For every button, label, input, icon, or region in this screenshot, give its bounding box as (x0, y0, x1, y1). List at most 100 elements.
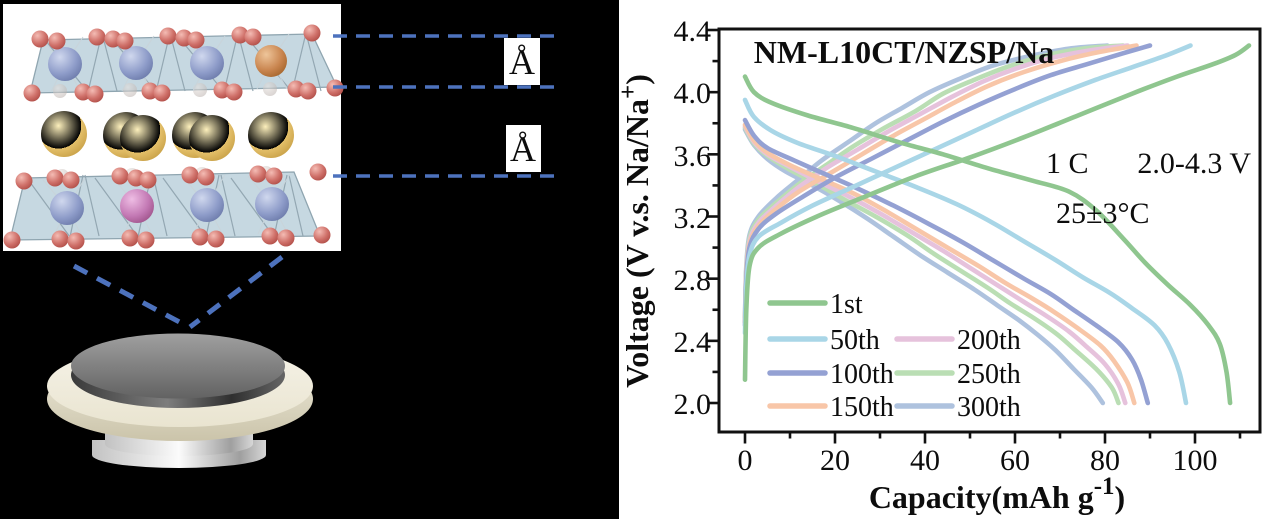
chart-legend: 1st 50th 100th 150th 200th 250th (767, 289, 1021, 423)
legend-item-100th: 100th (767, 359, 894, 390)
oxygen-atom (299, 82, 317, 100)
annotation-rate-right: 2.0-4.3 V (1137, 147, 1251, 180)
oxygen-atom (111, 167, 129, 185)
oxygen-atom (116, 32, 134, 50)
oxygen-atom (265, 167, 283, 185)
sodium-atom (248, 112, 294, 158)
oxygen-atom (86, 85, 104, 103)
x-tick-20: 20 (820, 444, 850, 477)
oxygen-atom (23, 84, 41, 102)
250th-discharge-curve (742, 125, 1121, 406)
legend-label-100th: 100th (830, 359, 894, 390)
crystal-structure (3, 24, 344, 250)
oxygen-atom (137, 231, 155, 249)
y-tick-4.0: 4.0 (674, 77, 712, 110)
callout-line-right (188, 255, 284, 329)
50th-discharge-curve (742, 97, 1189, 406)
oxygen-atom (231, 26, 249, 44)
interlayer-dashed-lines (333, 34, 557, 178)
oxygen-atom (181, 166, 199, 184)
chart-axes (707, 28, 1242, 444)
oxygen-atom (207, 230, 225, 248)
oxygen-atom-back (263, 82, 277, 96)
tm-atom (190, 46, 224, 80)
oxygen-atom (31, 30, 49, 48)
chart-annotations: 1 C 2.0-4.3 V 25±3°C (1046, 147, 1251, 230)
oxygen-atom (62, 171, 80, 189)
oxygen-atom (244, 28, 262, 46)
oxygen-atom (249, 165, 267, 183)
sodium-atom (189, 115, 235, 161)
legend-item-200th: 200th (894, 325, 1021, 356)
tm-atom (255, 187, 289, 221)
oxygen-atom (48, 32, 66, 50)
tm-atom (48, 47, 82, 81)
chart-panel: NM-L10CT/NZSP/Na 1 C 2.0-4.3 V 25±3°C 4.… (619, 0, 1266, 519)
angstrom-label-top: Å (504, 38, 540, 85)
oxygen-atom (187, 31, 205, 49)
angstrom-label-top-text: Å (509, 42, 535, 82)
legend-item-300th: 300th (894, 392, 1021, 423)
y-axis-title: Voltage (V v.s. Na/Na+) (619, 74, 655, 388)
x-tick-80: 80 (1090, 444, 1120, 477)
legend-label-1st: 1st (830, 289, 863, 320)
oxygen-atom (139, 171, 157, 189)
oxygen-atom (51, 230, 69, 248)
bottom-octahedra-layer (3, 163, 331, 250)
oxygen-atom (153, 84, 171, 102)
1st-discharge-curve (742, 74, 1233, 406)
legend-label-200th: 200th (957, 325, 1021, 356)
oxygen-atom (197, 168, 215, 186)
legend-label-150th: 150th (830, 392, 894, 423)
oxygen-atom (121, 229, 139, 247)
1st-charge-curve (742, 43, 1252, 382)
angstrom-label-bottom-box (506, 125, 541, 172)
150th-discharge-curve (742, 122, 1137, 406)
tm-atom (190, 188, 224, 222)
y-tick-2.4: 2.4 (674, 326, 712, 359)
x-tick-100: 100 (1173, 444, 1218, 477)
angstrom-label-bottom: Å (506, 125, 541, 172)
dopant-atom-pink (120, 189, 154, 223)
250th-charge-curve (742, 43, 1126, 320)
oxygen-atom (46, 169, 64, 187)
tm-atom (50, 191, 84, 225)
y-tick-3.2: 3.2 (674, 202, 712, 235)
oxygen-atom (15, 172, 33, 190)
100th-discharge-curve (742, 117, 1151, 406)
oxygen-atom (67, 232, 85, 250)
oxygen-atom (313, 226, 331, 244)
y-tick-2.0: 2.0 (674, 388, 712, 421)
angstrom-label-bottom-text: Å (510, 129, 536, 169)
x-tick-40: 40 (910, 444, 940, 477)
coin-cell (47, 333, 313, 468)
plot-frame (717, 27, 1262, 434)
oxygen-atom (303, 24, 321, 42)
annotation-temperature: 25±3°C (1056, 197, 1149, 230)
x-tick-labels: 0 20 40 60 80 100 (738, 444, 1218, 477)
top-octahedra-layer (23, 24, 344, 103)
oxygen-atom (3, 231, 21, 249)
legend-label-250th: 250th (957, 359, 1021, 390)
oxygen-atom (261, 227, 279, 245)
legend-label-300th: 300th (957, 392, 1021, 423)
chart-title: NM-L10CT/NZSP/Na (754, 34, 1054, 70)
y-tick-3.6: 3.6 (674, 140, 712, 173)
oxygen-atom (191, 228, 209, 246)
x-tick-60: 60 (1000, 444, 1030, 477)
y-tick-2.8: 2.8 (674, 264, 712, 297)
sodium-atom (120, 115, 166, 161)
300th-discharge-curve (742, 127, 1106, 406)
oxygen-atom-back (53, 84, 67, 98)
sodium-layer (41, 111, 294, 161)
100th-charge-curve (742, 43, 1153, 328)
y-tick-labels: 4.4 4.0 3.6 3.2 2.8 2.4 2.0 (674, 15, 712, 421)
annotation-rate-left: 1 C (1046, 147, 1089, 180)
x-axis-title: Capacity(mAh g-1) (869, 473, 1125, 515)
tm-atom (119, 46, 153, 80)
oxygen-atom-back (123, 83, 137, 97)
oxygen-atom (159, 27, 177, 45)
oxygen-atom (225, 83, 243, 101)
angstrom-label-top-box (504, 38, 540, 85)
